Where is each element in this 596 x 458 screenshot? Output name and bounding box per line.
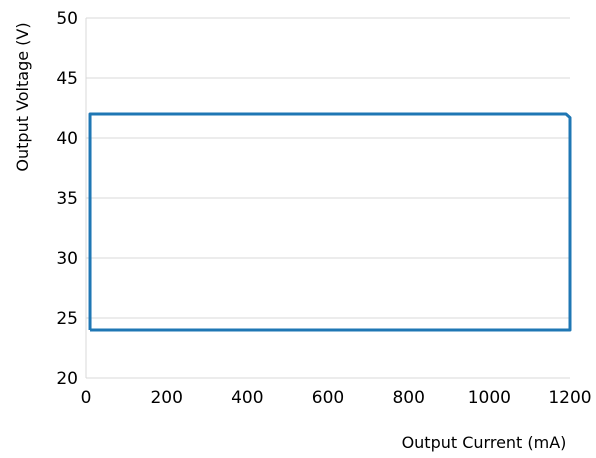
axes — [85, 18, 570, 379]
y-axis-title: Output Voltage (V) — [13, 22, 32, 171]
y-tick-label-6: 50 — [56, 9, 78, 29]
y-tick-label-4: 40 — [56, 129, 78, 149]
x-tick-label-3: 600 — [312, 388, 344, 408]
y-tick-label-5: 45 — [56, 69, 78, 89]
x-tick-label-2: 400 — [231, 388, 263, 408]
x-tick-labels: 0 200 400 600 800 1000 1200 — [81, 388, 592, 408]
x-tick-label-1: 200 — [150, 388, 182, 408]
x-tick-label-4: 800 — [392, 388, 424, 408]
y-tick-label-2: 30 — [56, 249, 78, 269]
x-tick-label-0: 0 — [81, 388, 92, 408]
series-line-0 — [88, 112, 572, 332]
x-axis-title: Output Current (mA) — [402, 433, 567, 452]
x-tick-label-5: 1000 — [468, 388, 511, 408]
x-tick-label-6: 1200 — [548, 388, 591, 408]
y-tick-label-0: 20 — [56, 369, 78, 389]
series-layer — [88, 112, 572, 332]
y-tick-label-3: 35 — [56, 189, 78, 209]
y-tick-labels: 20 25 30 35 40 45 50 — [56, 9, 78, 389]
gridlines — [86, 17, 570, 319]
y-tick-label-1: 25 — [56, 309, 78, 329]
